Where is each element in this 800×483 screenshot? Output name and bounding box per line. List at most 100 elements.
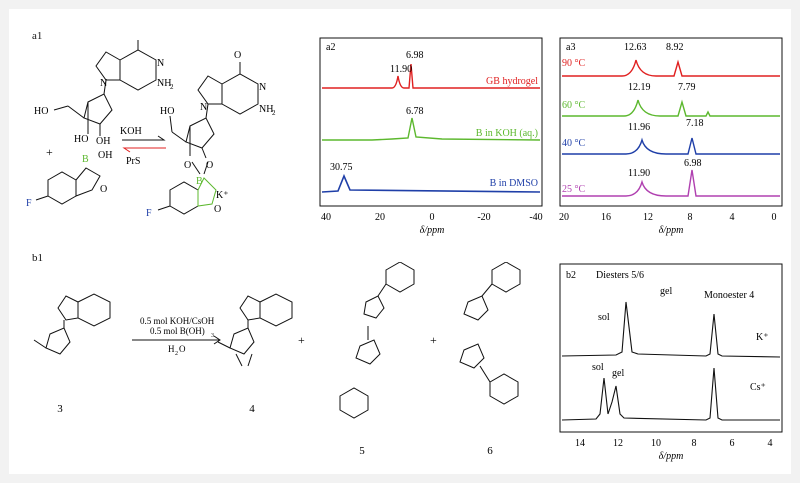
b1-cond-h: H <box>168 344 175 354</box>
b2-tick-6: 6 <box>730 438 735 449</box>
b2-title: Diesters 5/6 <box>596 270 644 281</box>
b2-ion-cs: Cs⁺ <box>750 382 766 393</box>
panel-label-a2: a2 <box>326 42 335 53</box>
panel-a3: a3 90 °C 12.63 8.92 60 °C 12.19 7.79 40 … <box>559 37 783 236</box>
a3-temp-25: 25 °C <box>562 184 585 195</box>
reagent-koh: KOH <box>120 126 142 137</box>
atom-o1-prod: O <box>184 160 191 171</box>
a2-frame <box>319 37 543 207</box>
a2-label-b-koh: B in KOH (aq.) <box>476 128 538 139</box>
a2-tick-m20: -20 <box>477 212 490 223</box>
plus-sign: + <box>46 145 53 159</box>
atom-f-left: F <box>26 198 32 209</box>
b1-plus-1: + <box>298 333 305 347</box>
a2-peak-11-90: 11.90 <box>390 64 412 75</box>
atom-oh-right: OH <box>96 136 110 147</box>
compound-5: 5 <box>359 445 365 457</box>
panel-label-b1: b1 <box>32 252 43 264</box>
atom-sub2: 2 <box>170 83 174 91</box>
a3-tick-12: 12 <box>643 212 653 223</box>
b1-plus-2: + <box>430 333 437 347</box>
b1-scheme: 0.5 mol KOH/CsOH 0.5 mol B(OH) 3 H 2 O +… <box>33 262 521 457</box>
atom-o2-prod: O <box>206 160 213 171</box>
atom-f-prod: F <box>146 208 152 219</box>
b2-tick-12: 12 <box>613 438 623 449</box>
a2-peak-6-78: 6.78 <box>406 106 424 117</box>
compound-6: 6 <box>487 445 493 457</box>
b2-gel-top: gel <box>660 286 672 297</box>
compound-4: 4 <box>249 403 255 415</box>
panel-b2: b2 Diesters 5/6 gel Monoester 4 sol K⁺ s… <box>559 263 783 462</box>
b1-cond-1: 0.5 mol KOH/CsOH <box>140 316 215 326</box>
b2-gel-bottom: gel <box>612 368 624 379</box>
compound-3: 3 <box>57 403 63 415</box>
b2-tick-14: 14 <box>575 438 585 449</box>
a3-peak-12-63: 12.63 <box>624 42 647 53</box>
a3-trace-90 <box>562 59 780 77</box>
b2-xlabel: δ/ppm <box>659 451 684 462</box>
b1-cond-sub3: 3 <box>211 333 214 339</box>
a2-label-b-dmso: B in DMSO <box>490 178 538 189</box>
b1-cond-o: O <box>179 344 186 354</box>
a2-trace-b-dmso <box>321 173 541 193</box>
atom-nh2: NH <box>157 78 171 89</box>
b2-tick-8: 8 <box>692 438 697 449</box>
a2-trace-b-koh <box>322 117 541 141</box>
panel-a2: a2 11.90 6.98 GB hydrogel 6.78 B in KOH … <box>319 37 543 236</box>
atom-ho: HO <box>34 106 48 117</box>
atom-ho-prod: HO <box>160 106 174 117</box>
a3-tick-16: 16 <box>601 212 611 223</box>
a3-peak-8-92: 8.92 <box>666 42 684 53</box>
a2-label-gb-hydrogel: GB hydrogel <box>486 76 538 87</box>
a3-peak-6-98: 6.98 <box>684 158 702 169</box>
counter-ion-k: K⁺ <box>216 190 229 201</box>
a3-trace-25 <box>562 169 780 197</box>
a2-tick-40: 40 <box>321 212 331 223</box>
a3-temp-40: 40 °C <box>562 138 585 149</box>
b2-sol-bottom: sol <box>592 362 604 373</box>
b1-cond-2: 0.5 mol B(OH) <box>150 326 205 336</box>
figure-frame <box>9 9 791 474</box>
a3-trace-40 <box>562 137 780 155</box>
reagent-prs: PrS <box>126 156 140 167</box>
a2-tick-0: 0 <box>430 212 435 223</box>
b2-tick-10: 10 <box>651 438 661 449</box>
a3-temp-90: 90 °C <box>562 58 585 69</box>
a3-peak-7-79: 7.79 <box>678 82 696 93</box>
a3-frame <box>559 37 783 207</box>
panel-label-a3: a3 <box>566 42 575 53</box>
b2-frame <box>559 263 783 433</box>
a2-trace-gb-hydrogel <box>322 63 540 89</box>
b2-trace-cs <box>561 367 780 421</box>
a3-peak-11-96: 11.96 <box>628 122 650 133</box>
b2-tick-4: 4 <box>768 438 773 449</box>
atom-nh2-prod: NH <box>259 104 273 115</box>
a3-tick-20: 20 <box>559 212 569 223</box>
b2-trace-k <box>561 301 781 358</box>
a3-trace-60 <box>562 99 780 117</box>
atom-b-left: B <box>82 154 89 165</box>
atom-nh: N <box>157 58 164 69</box>
b1-cond-sub2: 2 <box>175 351 178 357</box>
a3-tick-8: 8 <box>688 212 693 223</box>
atom-oh-b: OH <box>98 150 112 161</box>
atom-b-prod: B <box>196 176 203 187</box>
b2-sol-top: sol <box>598 312 610 323</box>
a2-tick-m40: -40 <box>529 212 542 223</box>
b2-ion-k: K⁺ <box>756 332 769 343</box>
a2-peak-30-75: 30.75 <box>330 162 353 173</box>
a3-temp-60: 60 °C <box>562 100 585 111</box>
atom-o-prod: O <box>234 50 241 61</box>
atom-sub2-prod: 2 <box>272 109 276 117</box>
a3-peak-11-90: 11.90 <box>628 168 650 179</box>
a2-peak-6-98: 6.98 <box>406 50 424 61</box>
atom-oh-left: HO <box>74 134 88 145</box>
b2-monoester: Monoester 4 <box>704 290 754 301</box>
atom-n: N <box>100 78 107 89</box>
a3-peak-12-19: 12.19 <box>628 82 651 93</box>
atom-nh-prod: N <box>259 82 266 93</box>
panel-label-b2: b2 <box>566 270 576 281</box>
a3-xlabel: δ/ppm <box>659 225 684 236</box>
a2-tick-20: 20 <box>375 212 385 223</box>
a3-tick-4: 4 <box>730 212 735 223</box>
